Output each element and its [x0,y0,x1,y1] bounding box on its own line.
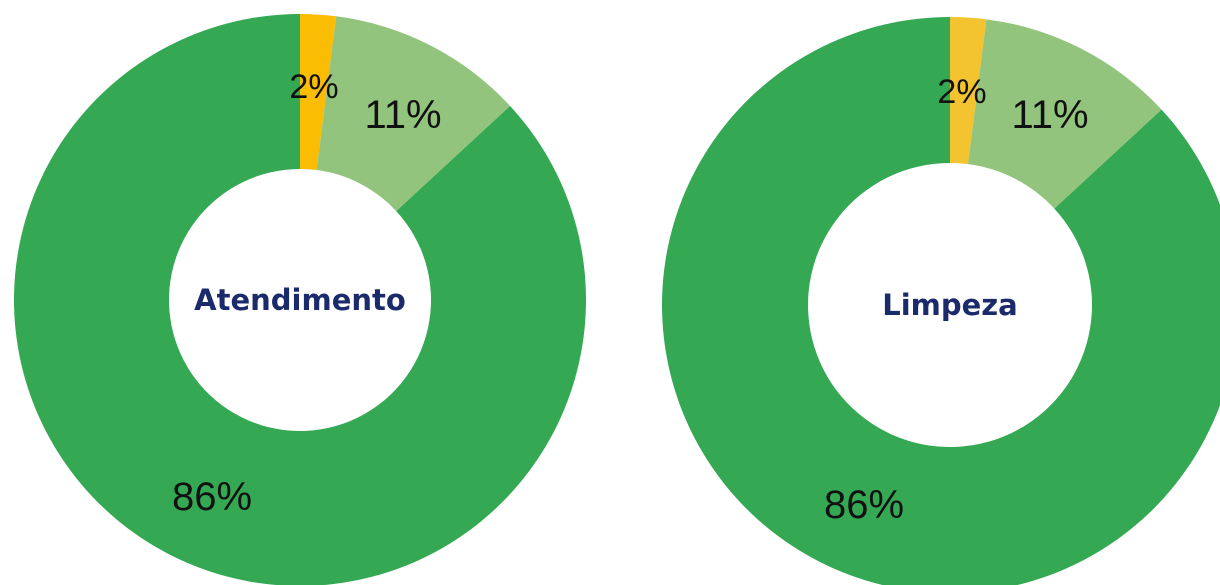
slice-2 [14,14,586,585]
slice-1 [967,19,1162,209]
slice-label-1: 11% [1011,93,1088,137]
chart-title: Atendimento [194,283,406,317]
slice-label-1: 11% [364,93,441,137]
slice-label-2: 86% [824,483,904,527]
donut-chart-atendimento: 2% 11% 86% Atendimento [14,14,586,585]
slice-label-0: 2% [289,68,338,106]
slice-2 [662,17,1220,585]
slice-0 [950,17,987,165]
slice-label-0: 2% [937,73,986,111]
slice-1 [316,16,511,212]
chart-title: Limpeza [882,288,1018,322]
slice-label-2: 86% [172,475,252,519]
slice-0 [300,14,337,171]
donut-chart-limpeza: 2% 11% 86% Limpeza [662,17,1220,585]
